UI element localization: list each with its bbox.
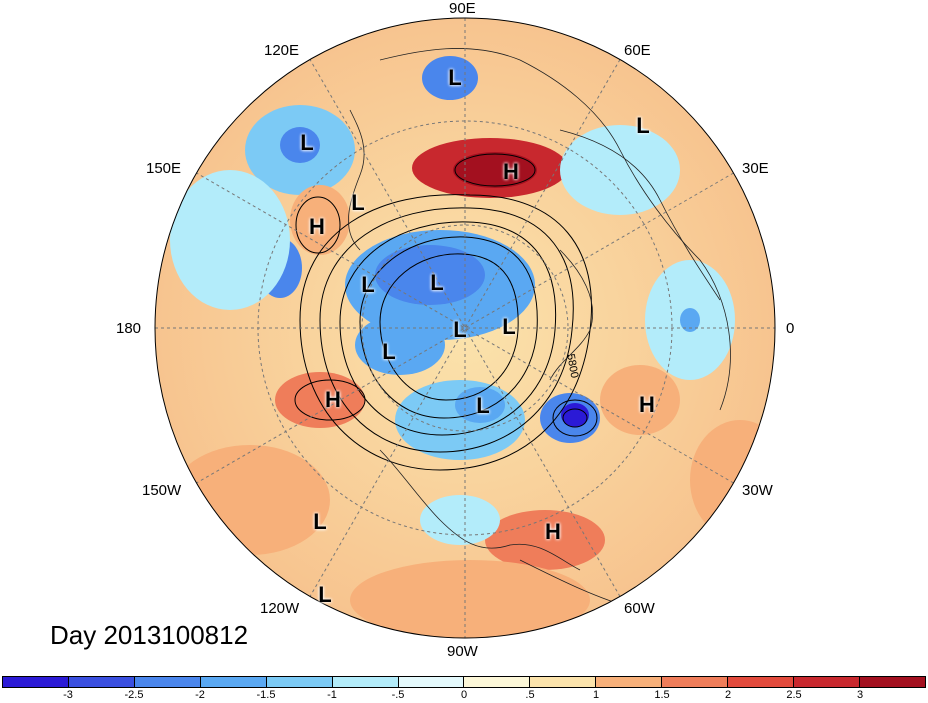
coastlines xyxy=(348,48,731,611)
polar-map xyxy=(154,17,776,639)
lon-label-90w: 90W xyxy=(447,643,478,660)
lon-label-150e: 150E xyxy=(146,160,182,177)
colorbar-tick-label: 0 xyxy=(460,689,468,701)
colorbar-segment xyxy=(530,677,597,687)
low-center: L xyxy=(351,190,365,215)
lon-label-150w: 150W xyxy=(142,482,182,499)
low-center: L xyxy=(448,65,462,90)
map-border xyxy=(154,17,776,639)
colorbar-tick-label: 1.5 xyxy=(654,689,670,701)
colorbar-segment xyxy=(859,677,925,687)
low-center: L xyxy=(430,270,444,295)
colorbar-segment xyxy=(464,677,531,687)
colorbar-segment xyxy=(3,677,69,687)
colorbar-segment xyxy=(134,677,201,687)
high-center: H xyxy=(639,392,655,417)
high-center: H xyxy=(503,159,519,184)
colorbar-tick-label: -2.5 xyxy=(124,689,144,701)
lon-label-30e: 30E xyxy=(742,160,769,177)
lon-label-0: 0 xyxy=(786,320,795,337)
date-label: Day 2013100812 xyxy=(50,620,249,650)
low-center: L xyxy=(361,272,375,297)
colorbar-tick-label: -2 xyxy=(195,689,205,701)
lon-label-60e: 60E xyxy=(624,42,651,59)
colorbar-tick-label: 2.5 xyxy=(786,689,802,701)
low-center: L xyxy=(502,314,516,339)
colorbar-tick-label: 3 xyxy=(856,689,864,701)
colorbar-segment xyxy=(398,677,465,687)
colorbar-segment xyxy=(68,677,135,687)
high-center: H xyxy=(545,519,561,544)
low-center: L xyxy=(382,339,396,364)
colorbar-segment xyxy=(728,677,795,687)
colorbar-ticks: -3 -2.5 -2 -1.5 -1 -.5 0 .5 1 1.5 2 2.5 3 xyxy=(0,689,928,703)
low-center: L xyxy=(313,509,327,534)
lon-label-180: 180 xyxy=(116,320,142,337)
colorbar-tick-label: .5 xyxy=(525,689,535,701)
colorbar-segment xyxy=(794,677,860,687)
colorbar xyxy=(2,676,926,688)
height-contours xyxy=(294,153,598,471)
colorbar-tick-label: -1 xyxy=(327,689,337,701)
colorbar-tick-label: -3 xyxy=(63,689,73,701)
colorbar-segment xyxy=(596,677,663,687)
lon-label-60w: 60W xyxy=(624,600,655,617)
graticule xyxy=(155,18,775,638)
low-center: L xyxy=(453,317,467,342)
high-center: H xyxy=(325,387,341,412)
colorbar-tick-label: 2 xyxy=(724,689,732,701)
low-center: L xyxy=(476,393,490,418)
colorbar-tick-label: -1.5 xyxy=(256,689,276,701)
colorbar-segment xyxy=(266,677,333,687)
lon-label-90e: 90E xyxy=(449,0,476,17)
colorbar-segment xyxy=(332,677,399,687)
low-center: L xyxy=(636,113,650,138)
colorbar-segment xyxy=(662,677,729,687)
colorbar-tick-label: -.5 xyxy=(391,689,405,701)
lon-label-120e: 120E xyxy=(264,42,300,59)
colorbar-tick-label: 1 xyxy=(592,689,600,701)
lon-label-120w: 120W xyxy=(260,600,300,617)
low-center: L xyxy=(318,582,332,607)
low-center: L xyxy=(300,130,314,155)
high-center: H xyxy=(309,214,325,239)
colorbar-segment xyxy=(200,677,267,687)
lon-label-30w: 30W xyxy=(742,482,773,499)
